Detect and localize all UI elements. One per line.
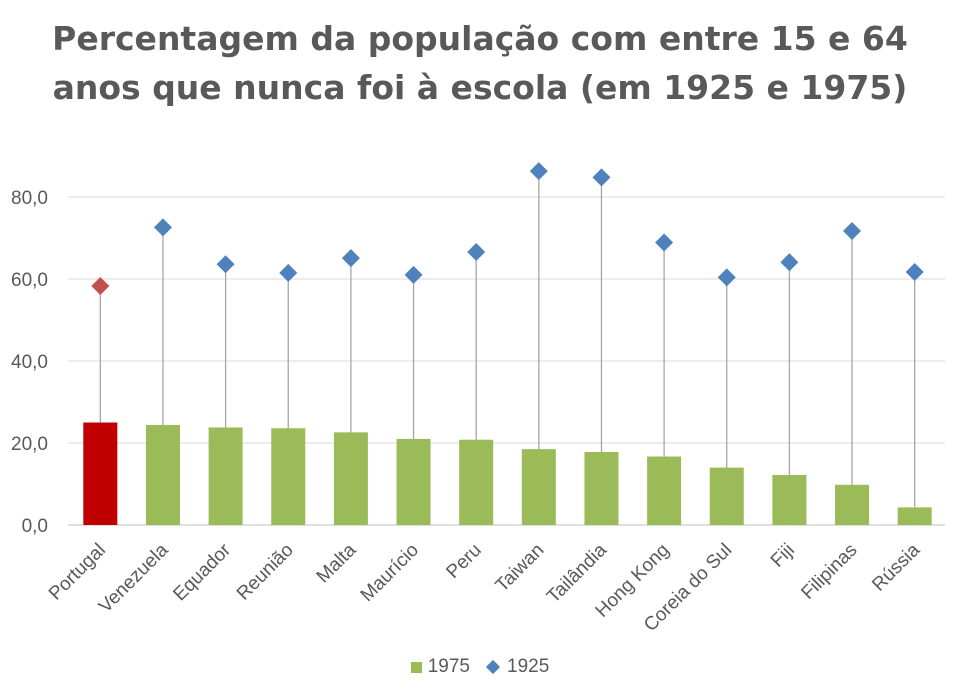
category-label: Filipinas — [797, 540, 861, 604]
bar-1975 — [145, 424, 180, 525]
bar-1975 — [647, 456, 682, 525]
marker-1925 — [404, 265, 423, 284]
bar-1975 — [459, 439, 494, 525]
marker-1925 — [905, 263, 924, 282]
chart-title: Percentagem da população com entre 15 e … — [0, 14, 960, 112]
marker-1925 — [529, 162, 548, 181]
legend-label-1975: 1975 — [427, 656, 470, 677]
y-tick-label: 80,0 — [11, 188, 48, 209]
bar-1975 — [521, 449, 556, 525]
bar-1975 — [772, 474, 807, 525]
marker-1925 — [467, 242, 486, 261]
legend-item-1925: 1925 — [485, 656, 550, 678]
category-label: Rússia — [868, 539, 924, 595]
y-tick-label: 40,0 — [11, 352, 48, 373]
marker-1925 — [341, 249, 360, 268]
bar-1975 — [584, 452, 619, 525]
marker-1925 — [717, 268, 736, 287]
category-label: Venezuela — [95, 539, 173, 617]
marker-1925 — [216, 255, 235, 274]
chart-title-line-1: Percentagem da população com entre 15 e … — [52, 19, 908, 58]
bar-1975 — [396, 438, 431, 525]
marker-1925 — [91, 276, 110, 295]
bar-1975 — [835, 484, 870, 525]
y-tick-label: 20,0 — [11, 434, 48, 455]
y-tick-label: 0,0 — [22, 516, 48, 537]
legend: 1975 1925 — [0, 656, 960, 678]
category-label: Taiwan — [492, 540, 549, 597]
chart-title-line-2: anos que nunca foi à escola (em 1925 e 1… — [52, 68, 908, 107]
marker-1925 — [279, 263, 298, 282]
category-label: Peru — [442, 540, 485, 583]
bar-1975 — [333, 432, 368, 525]
marker-1925 — [655, 233, 674, 252]
marker-1925 — [843, 222, 862, 241]
category-label: Portugal — [45, 540, 110, 605]
bar-1975 — [208, 427, 243, 525]
bar-1975 — [709, 467, 744, 525]
marker-1925 — [780, 253, 799, 272]
category-label: Malta — [313, 539, 361, 587]
bar-1975 — [897, 507, 932, 525]
category-label: Equador — [169, 539, 235, 605]
legend-swatch-1975 — [410, 661, 422, 673]
y-tick-label: 60,0 — [11, 270, 48, 291]
legend-swatch-1925 — [485, 659, 501, 675]
category-label: Fiji — [767, 540, 799, 572]
legend-label-1925: 1925 — [507, 656, 550, 677]
bar-1975 — [271, 428, 306, 525]
bar-1975 — [83, 422, 118, 525]
category-label: Reunião — [233, 540, 298, 605]
marker-1925 — [153, 218, 172, 237]
marker-1925 — [592, 168, 611, 187]
category-label: Maurício — [357, 540, 423, 606]
legend-item-1975: 1975 — [410, 656, 470, 678]
